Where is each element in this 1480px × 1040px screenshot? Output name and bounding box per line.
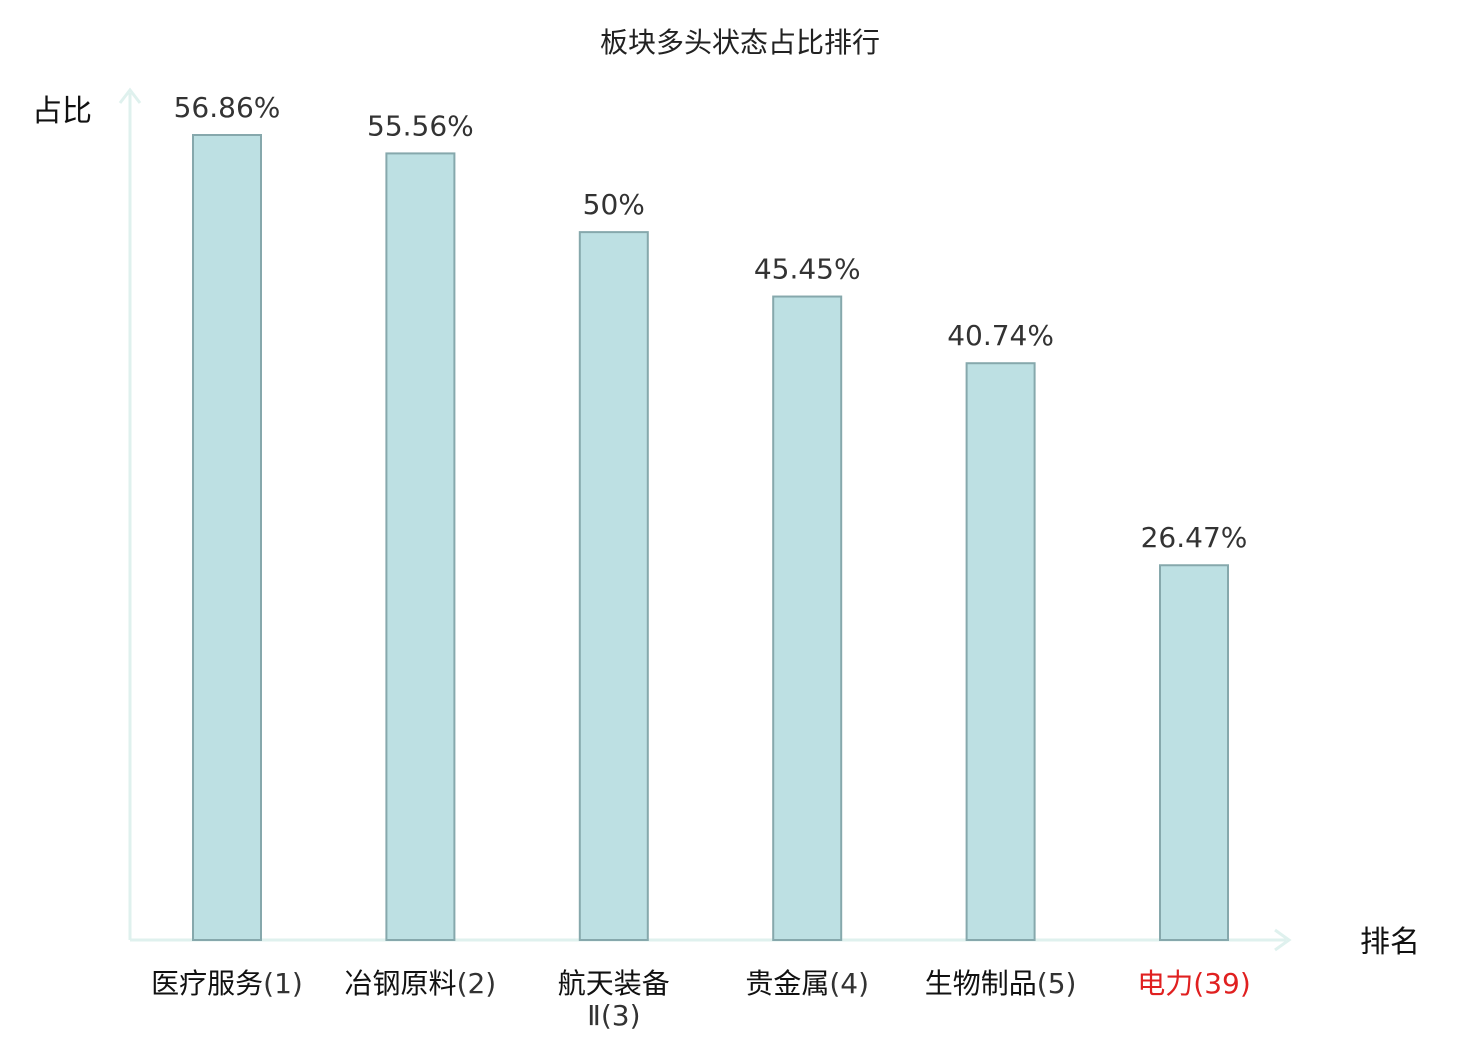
- category-rank: (1): [263, 967, 303, 1000]
- bar: [1159, 564, 1229, 941]
- category-rank: (39): [1193, 967, 1250, 1000]
- y-axis-arrow: [118, 87, 142, 104]
- category-label: 航天装备: [558, 967, 670, 1000]
- x-axis-label: 排名: [1360, 925, 1420, 960]
- bar-value-label: 26.47%: [1141, 521, 1248, 554]
- category-label: 电力(39): [1137, 967, 1251, 1000]
- category-rank: (5): [1037, 967, 1077, 1000]
- category-label: 贵金属(4): [745, 967, 869, 1000]
- bar-value-label: 45.45%: [754, 253, 861, 286]
- value-label-group: 56.86% 55.56% 50% 45.45% 40.74% 26.47%: [174, 91, 1248, 554]
- chart-title: 板块多头状态占比排行: [600, 26, 880, 59]
- bar: [772, 295, 843, 942]
- category-rank: (2): [457, 967, 497, 1000]
- category-name: 冶钢原料: [345, 967, 457, 1000]
- category-rank: (3): [601, 999, 641, 1032]
- category-name: 航天装备: [558, 967, 670, 1000]
- category-label: 生物制品(5): [925, 967, 1077, 1000]
- category-label: 冶钢原料(2): [345, 967, 497, 1000]
- y-axis-label: 占比: [32, 94, 92, 129]
- bar: [965, 362, 1036, 941]
- bar: [192, 134, 262, 941]
- category-label: 医疗服务(1): [151, 967, 303, 1000]
- category-name: Ⅱ: [587, 999, 601, 1032]
- bar-value-label: 55.56%: [367, 109, 474, 142]
- category-label: Ⅱ(3): [587, 999, 640, 1032]
- bar: [385, 152, 456, 942]
- category-name: 贵金属: [745, 967, 829, 1000]
- bar-group: [192, 134, 1229, 942]
- category-rank: (4): [829, 967, 869, 1000]
- bar-value-label: 40.74%: [947, 319, 1054, 352]
- bar-value-label: 50%: [583, 188, 645, 221]
- bar: [578, 231, 649, 942]
- bar-value-label: 56.86%: [174, 91, 281, 124]
- x-axis-arrow: [1274, 928, 1292, 952]
- category-name: 医疗服务: [151, 967, 263, 1000]
- category-name: 电力: [1137, 967, 1193, 1000]
- category-name: 生物制品: [925, 967, 1037, 1000]
